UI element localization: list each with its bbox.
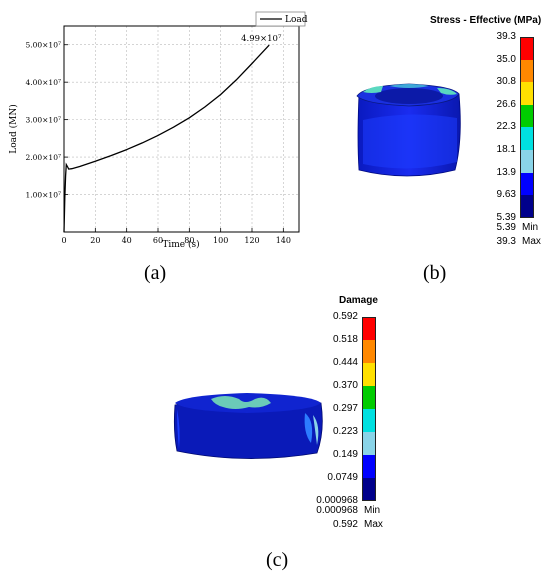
- stress-contour-model: [356, 83, 461, 177]
- damage-legend-tick-label: 0.0749: [327, 472, 358, 483]
- legend-label-load: Load: [285, 15, 308, 25]
- damage-legend-color-swatch: [362, 478, 376, 501]
- damage-legend-tick-label: 0.000968: [316, 495, 358, 506]
- x-tick-label: 20: [90, 236, 100, 245]
- y-tick-label: 5.00×10⁷: [25, 41, 61, 50]
- y-axis-label: Load (MN): [8, 104, 19, 154]
- stress-legend-tick-label: 22.3: [496, 121, 516, 133]
- stress-legend-tick-label: 39.3: [496, 31, 516, 42]
- stress-legend-color-swatch: [520, 37, 534, 60]
- damage-legend-min-label: Min: [364, 505, 381, 516]
- chart-series: [63, 44, 270, 233]
- stress-legend-tick-label: 13.9: [496, 166, 516, 178]
- plot-frame: [63, 25, 300, 233]
- panel-label-c: (c): [266, 549, 289, 571]
- damage-legend-title: Damage: [339, 295, 378, 306]
- x-axis-label: Time (s): [162, 239, 199, 250]
- x-tick-label: 100: [213, 236, 228, 245]
- stress-legend-color-swatch: [520, 59, 534, 83]
- damage-legend-tick-label: 0.149: [332, 449, 358, 460]
- stress-legend-color-swatch: [520, 195, 534, 218]
- stress-legend-color-swatch: [520, 172, 534, 196]
- damage-legend-min-value: 0.000968: [316, 505, 358, 516]
- stress-legend-tick-label: 9.63: [496, 189, 516, 201]
- damage-legend-color-swatch: [362, 455, 376, 478]
- load-time-chart: 0 20 40 60 80 100 120 140 1.00×10⁷ 2.00×10⁷ 3.00×1…: [8, 11, 308, 250]
- stress-legend-color-swatch: [520, 127, 534, 150]
- x-tick-label: 80: [184, 236, 194, 245]
- stress-legend-tick-label: 35.0: [496, 53, 516, 65]
- series-line-load: [63, 44, 270, 233]
- x-tick-label: 120: [244, 236, 259, 245]
- stress-legend-tick-label: 30.8: [496, 76, 516, 88]
- stress-legend-min-label: Min: [522, 221, 539, 233]
- chart-grid: [63, 26, 299, 232]
- damage-legend-tick-label: 0.444: [332, 357, 358, 368]
- y-tick-label: 4.00×10⁷: [25, 78, 61, 87]
- damage-legend-tick-label: 0.297: [332, 403, 358, 414]
- damage-legend-tick-label: 0.592: [332, 311, 358, 322]
- panel-label-b: (b): [423, 262, 447, 284]
- chart-legend: Load: [255, 11, 308, 27]
- stress-legend-color-swatch: [520, 104, 534, 128]
- stress-legend-tick-label: 5.39: [496, 211, 516, 223]
- peak-annotation: 4.99×10⁷: [241, 34, 282, 44]
- damage-legend-tick-label: 0.370: [332, 380, 358, 391]
- stress-legend-color-swatch: [520, 82, 534, 105]
- x-tick-label: 60: [153, 236, 163, 245]
- stress-legend-max-value: 39.3: [496, 235, 516, 247]
- y-tick-label: 3.00×10⁷: [25, 116, 61, 125]
- damage-legend-color-swatch: [362, 432, 376, 455]
- damage-legend-color-swatch: [362, 363, 376, 386]
- y-tick-label: 1.00×10⁷: [25, 191, 61, 200]
- x-tick-label: 0: [61, 236, 66, 245]
- x-tick-label: 40: [122, 236, 132, 245]
- stress-legend-title: Stress - Effective (MPa): [430, 15, 542, 26]
- damage-legend-color-swatch: [362, 340, 376, 363]
- damage-legend-color-swatch: [362, 386, 376, 409]
- stress-legend-min-value: 5.39: [496, 221, 516, 233]
- damage-legend-color-swatch: [362, 409, 376, 432]
- y-tick-label: 2.00×10⁷: [25, 153, 61, 162]
- panel-label-a: (a): [144, 262, 167, 284]
- damage-legend-color-swatch: [362, 317, 376, 340]
- stress-legend-tick-label: 26.6: [496, 98, 516, 110]
- stress-legend-max-label: Max: [522, 235, 541, 247]
- damage-legend-max-value: 0.592: [332, 519, 358, 530]
- damage-contour-model: [173, 393, 323, 459]
- damage-legend-tick-label: 0.223: [332, 426, 358, 437]
- stress-legend-tick-label: 18.1: [496, 144, 516, 155]
- stress-legend-color-swatch: [520, 150, 534, 173]
- damage-legend-max-label: Max: [364, 519, 383, 530]
- damage-legend-tick-label: 0.518: [332, 334, 358, 345]
- x-tick-label: 140: [276, 236, 291, 245]
